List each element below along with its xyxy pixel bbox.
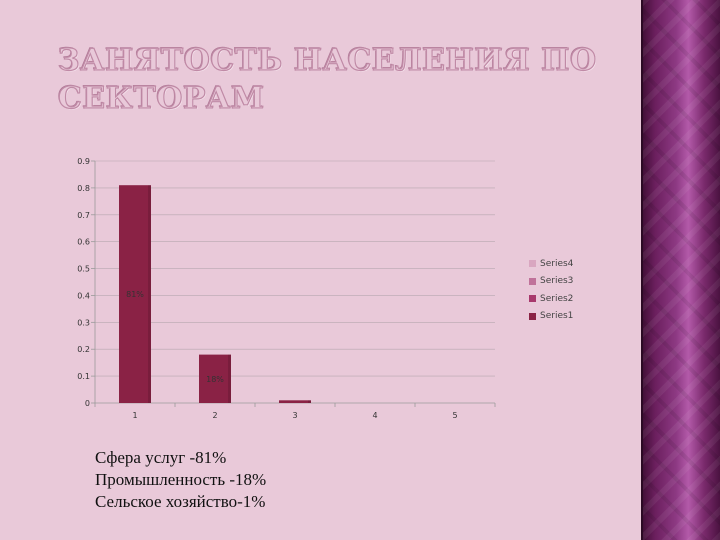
legend-item: Series1 — [529, 308, 573, 326]
bar-shade — [308, 400, 311, 403]
legend-item: Series3 — [529, 273, 573, 291]
legend-swatch — [529, 260, 536, 268]
legend-label: Series2 — [540, 293, 574, 304]
chart-gridlines — [95, 160, 495, 377]
caption-line-services: Сфера услуг -81% — [95, 448, 227, 467]
sector-caption: Сфера услуг -81% Промышленность -18% Сел… — [95, 447, 266, 513]
legend-item: Series2 — [529, 290, 573, 308]
x-tick-label: 4 — [372, 411, 377, 420]
chart-legend: Series4 Series3 Series2 Series1 — [529, 255, 573, 325]
data-label: 81% — [126, 290, 144, 299]
legend-label: Series1 — [540, 311, 574, 322]
chart-labels: 0 0.1 0.2 0.3 0.4 0.5 0.6 0.7 0.8 0.9 1 2 3 4 5 81% 18% — [77, 157, 457, 420]
slide-title-line-1: ЗАНЯТОСТЬ НАСЕЛЕНИЯ ПО — [57, 42, 597, 78]
decorative-side-band — [641, 0, 720, 540]
chart-bars — [119, 185, 311, 403]
chart-axes — [91, 160, 496, 407]
data-label: 18% — [206, 375, 224, 384]
y-tick-label: 0.7 — [77, 211, 90, 220]
y-tick-label: 0.5 — [77, 265, 90, 274]
y-tick-label: 0 — [85, 399, 90, 408]
y-tick-label: 0.2 — [77, 345, 90, 354]
y-tick-label: 0.1 — [77, 372, 90, 381]
bar-shade — [228, 354, 231, 403]
slide-title-line-2: СЕКТОРАМ — [57, 80, 265, 116]
caption-line-industry: Промышленность -18% — [95, 470, 267, 489]
y-tick-label: 0.6 — [77, 238, 90, 247]
x-tick-label: 3 — [292, 411, 297, 420]
bar — [119, 185, 151, 403]
bar — [199, 354, 231, 403]
slide-title: ЗАНЯТОСТЬ НАСЕЛЕНИЯ ПО СЕКТОРАМ — [57, 42, 618, 118]
legend-label: Series3 — [540, 276, 574, 287]
x-tick-label: 5 — [452, 411, 457, 420]
x-tick-label: 1 — [132, 411, 137, 420]
y-tick-label: 0.9 — [77, 157, 90, 166]
bar — [279, 400, 311, 403]
legend-swatch — [529, 277, 536, 285]
y-tick-label: 0.8 — [77, 184, 90, 193]
caption-line-agriculture: Сельское хозяйство-1% — [95, 492, 266, 511]
x-tick-label: 2 — [212, 411, 217, 420]
legend-swatch — [529, 295, 536, 303]
y-tick-label: 0.4 — [77, 291, 90, 300]
bar-shade — [148, 185, 151, 403]
y-tick-label: 0.3 — [77, 318, 90, 327]
side-band-pattern — [641, 0, 720, 540]
legend-swatch — [529, 312, 536, 320]
side-band-edge — [641, 0, 643, 540]
legend-label: Series4 — [540, 258, 574, 269]
legend-item: Series4 — [529, 255, 573, 273]
